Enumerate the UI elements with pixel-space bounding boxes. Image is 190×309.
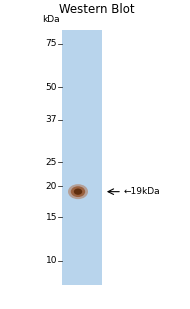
Bar	[62, 30, 102, 285]
Text: 15: 15	[45, 213, 57, 222]
Text: 75: 75	[45, 39, 57, 48]
Text: 20: 20	[46, 182, 57, 191]
Text: 25: 25	[46, 158, 57, 167]
Ellipse shape	[68, 184, 88, 199]
Ellipse shape	[71, 186, 85, 197]
Text: 37: 37	[45, 115, 57, 124]
Text: ←19kDa: ←19kDa	[124, 187, 161, 196]
Text: kDa: kDa	[42, 15, 60, 24]
Text: Western Blot: Western Blot	[59, 3, 135, 16]
Text: 10: 10	[45, 256, 57, 265]
Ellipse shape	[74, 188, 82, 195]
Text: 50: 50	[45, 83, 57, 92]
